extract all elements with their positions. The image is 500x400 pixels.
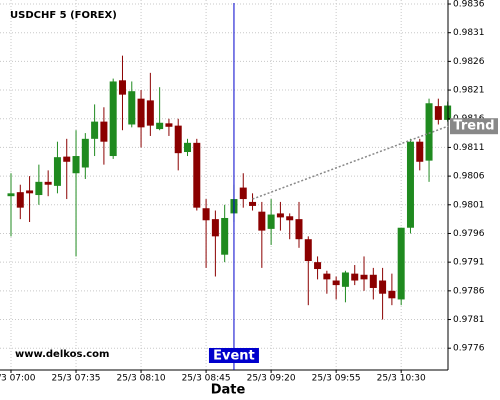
candle-body: [137, 98, 145, 128]
candle-body: [341, 272, 349, 287]
candle-body: [128, 91, 136, 125]
y-tick-label: 0.9826: [453, 57, 485, 67]
candle-body: [211, 219, 219, 237]
candle-body: [369, 274, 377, 288]
y-tick-label: 0.9786: [453, 286, 485, 296]
candle-body: [72, 156, 80, 174]
event-label-box: [208, 348, 259, 363]
candle-body: [286, 216, 294, 221]
candle-body: [406, 141, 414, 228]
trend-line: [252, 125, 449, 200]
y-tick-label: 0.9796: [453, 229, 485, 239]
candle-body: [351, 273, 359, 281]
candle-body: [379, 280, 387, 294]
x-tick-label: 25/3 07:00: [0, 374, 36, 384]
x-axis-title: Date: [211, 383, 246, 398]
candle-body: [323, 273, 331, 280]
candle-body: [165, 123, 173, 127]
candle-body: [239, 187, 247, 200]
candle-body: [434, 106, 442, 120]
candle-body: [109, 81, 117, 157]
candle-body: [314, 262, 322, 270]
y-tick-label: 0.9836: [453, 0, 485, 10]
trend-label-box: [450, 118, 498, 135]
candle-body: [156, 122, 164, 130]
candle-body: [81, 138, 89, 168]
candle-body: [388, 290, 396, 299]
candle-body: [258, 211, 266, 231]
y-tick-label: 0.9776: [453, 344, 485, 354]
y-tick-label: 0.9821: [453, 86, 485, 96]
candle-body: [146, 100, 154, 126]
y-tick-label: 0.9791: [453, 258, 485, 268]
candle-body: [276, 213, 284, 218]
x-tick-label: 25/3 09:55: [312, 374, 361, 384]
trend-label: Trend: [453, 119, 494, 134]
candle-body: [174, 125, 182, 154]
candle-body: [26, 190, 34, 194]
candle-body: [100, 121, 108, 142]
y-tick-label: 0.9806: [453, 172, 485, 182]
y-tick-label: 0.9831: [453, 28, 485, 38]
candle-body: [193, 142, 201, 208]
plot-area: [0, 0, 452, 370]
candle-body: [416, 141, 424, 162]
candle-body: [360, 274, 368, 280]
candle-body: [425, 103, 433, 161]
y-tick-label: 0.9781: [453, 315, 485, 325]
candle-body: [44, 181, 52, 185]
x-tick-label: 25/3 09:20: [247, 374, 296, 384]
candle-body: [91, 121, 99, 139]
candle-body: [249, 201, 257, 206]
candle-body: [184, 142, 192, 153]
candle-body: [16, 192, 24, 208]
event-label: Event: [213, 349, 255, 364]
y-tick-label: 0.9811: [453, 143, 485, 153]
x-tick-label: 25/3 08:45: [182, 374, 231, 384]
x-tick-label: 25/3 08:10: [117, 374, 166, 384]
watermark: www.delkos.com: [15, 349, 109, 360]
y-tick-label: 0.9801: [453, 200, 485, 210]
candle-body: [397, 227, 405, 300]
candle-body: [267, 214, 275, 229]
candle-body: [202, 208, 210, 221]
candle-body: [295, 219, 303, 240]
candle-body: [304, 239, 312, 262]
chart-title: USDCHF 5 (FOREX): [10, 10, 117, 21]
candle-body: [35, 181, 43, 196]
x-tick-label: 25/3 07:35: [52, 374, 101, 384]
candle-body: [63, 156, 71, 162]
candle-body: [118, 80, 126, 95]
x-tick-label: 25/3 10:30: [377, 374, 426, 384]
candle-body: [221, 217, 229, 255]
candle-body: [53, 157, 61, 186]
candle-body: [332, 280, 340, 286]
candle-body: [7, 193, 15, 197]
